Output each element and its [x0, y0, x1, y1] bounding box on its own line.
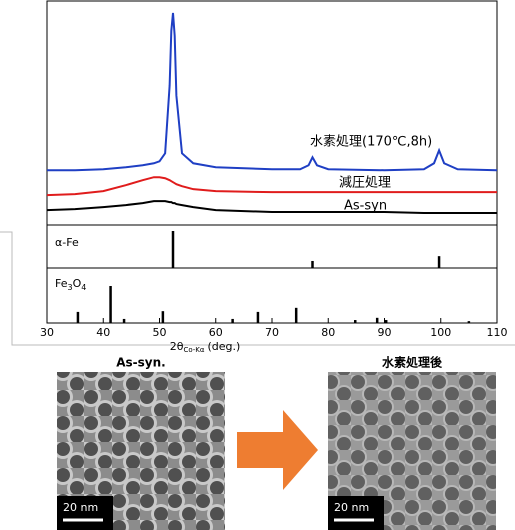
image-title: As-syn.	[116, 356, 165, 370]
series-label: 水素処理(170℃,8h)	[310, 135, 432, 150]
x-tick-label: 110	[487, 326, 508, 339]
figure: 2θCo-Kα(deg.) As-syn. 水素処理後 20 nm 20 nm …	[0, 0, 515, 530]
scale-label: 20 nm	[334, 501, 369, 514]
arrow	[237, 410, 318, 490]
x-tick-label: 90	[378, 326, 392, 339]
x-tick-label: 50	[153, 326, 167, 339]
x-tick-label: 30	[40, 326, 54, 339]
x-tick-label: 80	[321, 326, 335, 339]
series-line	[47, 201, 497, 213]
x-tick-label: 60	[209, 326, 223, 339]
series-label: As-syn	[344, 199, 387, 214]
x-tick-label: 70	[265, 326, 279, 339]
x-axis-label: 2θCo-Kα(deg.)	[170, 340, 241, 354]
scale-label: 20 nm	[63, 501, 98, 514]
x-tick-label: 100	[430, 326, 451, 339]
image-title: 水素処理後	[382, 355, 443, 370]
x-tick-label: 40	[96, 326, 110, 339]
reference-label: α-Fe	[55, 236, 79, 249]
series-label: 減圧処理	[339, 175, 391, 191]
plot-frame	[47, 1, 497, 323]
reference-label: Fe3O4	[55, 277, 86, 292]
series-line	[47, 177, 497, 195]
